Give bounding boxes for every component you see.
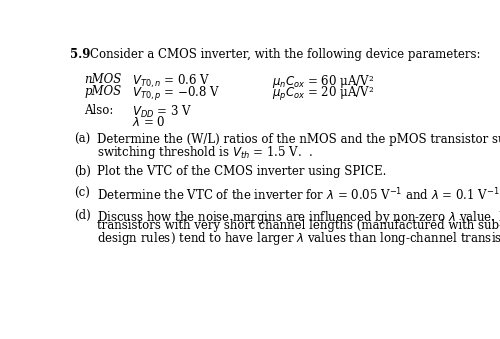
Text: nMOS: nMOS [84, 73, 122, 86]
Text: (d): (d) [74, 208, 91, 222]
Text: Consider a CMOS inverter, with the following device parameters:: Consider a CMOS inverter, with the follo… [90, 48, 481, 61]
Text: transistors with very short channel lengths (manufactured with sub-micron: transistors with very short channel leng… [96, 219, 500, 232]
Text: Plot the VTC of the CMOS inverter using SPICE.: Plot the VTC of the CMOS inverter using … [96, 165, 386, 178]
Text: $V_{T0,n}$ = 0.6 V: $V_{T0,n}$ = 0.6 V [132, 73, 210, 91]
Text: design rules) tend to have larger $\lambda$ values than long-channel transistors: design rules) tend to have larger $\lamb… [96, 230, 500, 247]
Text: $\lambda$ = 0: $\lambda$ = 0 [132, 115, 166, 128]
Text: $\mu_p C_{ox}$ = 20 μA/V²: $\mu_p C_{ox}$ = 20 μA/V² [272, 85, 374, 103]
Text: (c): (c) [74, 187, 90, 200]
Text: 5.9: 5.9 [70, 48, 90, 61]
Text: $\mu_n C_{ox}$ = 60 μA/V²: $\mu_n C_{ox}$ = 60 μA/V² [272, 73, 374, 90]
Text: Discuss how the noise margins are influenced by non-zero $\lambda$ value. Note t: Discuss how the noise margins are influe… [96, 208, 500, 225]
Text: pMOS: pMOS [84, 85, 122, 98]
Text: Determine the (W/L) ratios of the nMOS and the pMOS transistor such that the: Determine the (W/L) ratios of the nMOS a… [96, 133, 500, 146]
Text: switching threshold is $V_{th}$ = 1.5 V.  .: switching threshold is $V_{th}$ = 1.5 V.… [96, 144, 313, 161]
Text: $V_{DD}$ = 3 V: $V_{DD}$ = 3 V [132, 104, 192, 120]
Text: (a): (a) [74, 133, 90, 146]
Text: Determine the VTC of the inverter for $\lambda$ = 0.05 V$^{-1}$ and $\lambda$ = : Determine the VTC of the inverter for $\… [96, 187, 500, 204]
Text: $V_{T0,p}$ = −0.8 V: $V_{T0,p}$ = −0.8 V [132, 85, 220, 103]
Text: Also:: Also: [84, 104, 114, 117]
Text: (b): (b) [74, 165, 91, 178]
